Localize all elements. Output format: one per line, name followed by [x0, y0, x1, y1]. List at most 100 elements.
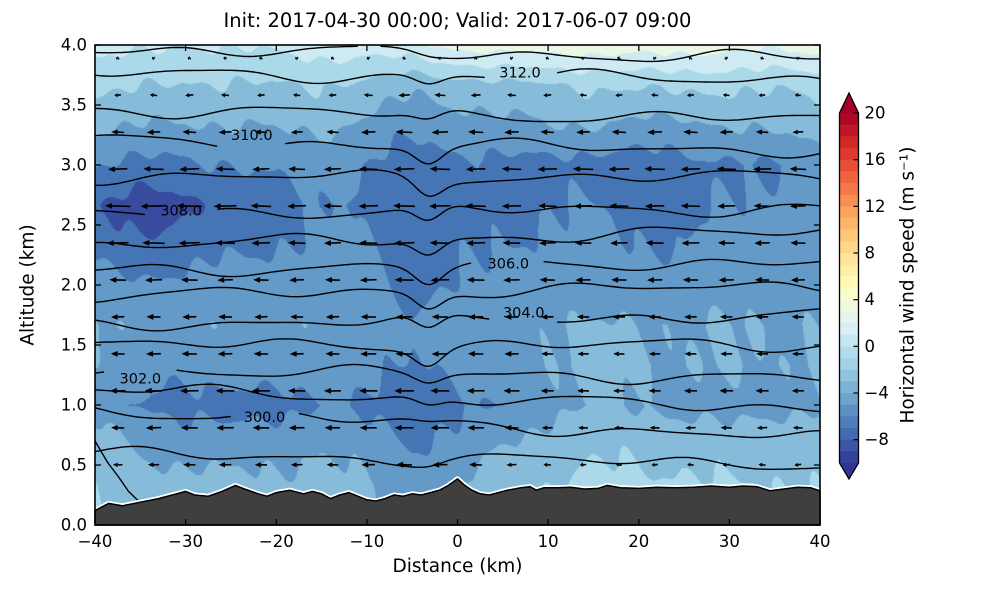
wind-arrow-head [612, 314, 619, 320]
wind-arrow-head [680, 203, 688, 209]
contour-label-302: 302.0 [120, 372, 162, 388]
wind-arrow-head [146, 314, 154, 320]
wind-arrow-head [575, 277, 583, 283]
wind-arrow-head [438, 56, 441, 61]
contour-line-306 [543, 258, 821, 271]
colorbar-tick-label: −8 [865, 430, 889, 449]
wind-arrow [797, 463, 802, 466]
wind-arrow-head [682, 277, 690, 283]
wind-arrow-head [146, 129, 154, 135]
colorbar-label: Horizontal wind speed (m s⁻¹) [897, 146, 919, 424]
wind-arrow-head [142, 240, 150, 246]
wind-arrow-head [259, 56, 262, 61]
wind-arrow-head [252, 424, 260, 431]
contour-line-302 [94, 371, 105, 374]
wind-arrow-head [254, 129, 261, 135]
wind-arrow-head [432, 461, 440, 468]
wind-arrow-head [722, 462, 727, 467]
wind-arrow-head [577, 388, 583, 394]
wind-arrow-head [615, 462, 619, 467]
wind-arrow-head [253, 350, 261, 357]
wind-arrow-head [644, 166, 652, 172]
wind-arrow-head [252, 166, 260, 173]
wind-arrow-head [465, 166, 473, 173]
wind-arrow-head [393, 166, 401, 173]
wind-arrow-head [393, 240, 401, 246]
wind-arrow-head [644, 203, 652, 210]
wind-arrow-head [543, 462, 548, 467]
wind-arrow-head [507, 93, 512, 98]
wind-arrow-head [359, 240, 367, 246]
wind-arrow-head [430, 387, 438, 394]
wind-arrow-head [755, 129, 763, 135]
wind-arrow-head [541, 351, 548, 357]
wind-arrow-head [683, 388, 691, 394]
contour-label-300: 300.0 [244, 410, 286, 426]
wind-arrow-head [545, 56, 549, 61]
wind-arrow-head [576, 129, 584, 135]
wind-arrow-head [180, 424, 188, 431]
wind-arrow-head [577, 351, 584, 357]
wind-arrow-head [685, 425, 691, 430]
wind-arrow-head [467, 350, 475, 357]
wind-arrow-head [429, 240, 437, 246]
wind-arrow-head [144, 277, 152, 283]
contour-line-298 [94, 440, 139, 502]
wind-arrow-head [680, 166, 688, 173]
wind-arrow-head [648, 351, 655, 357]
wind-arrow-head [756, 351, 762, 357]
wind-arrow-head [146, 351, 154, 357]
wind-arrow-head [613, 351, 619, 357]
contour-line-306 [94, 262, 472, 286]
wind-arrow-head [681, 240, 689, 246]
wind-arrow-head [792, 425, 798, 430]
wind-arrow-head [105, 203, 112, 209]
contour-label-308: 308.0 [160, 204, 202, 220]
wind-arrow-head [394, 424, 402, 431]
colorbar-tick-labels: 20 16 12 8 4 0 −4 −8 [865, 104, 889, 450]
wind-arrow-head [143, 166, 151, 172]
x-tick-label: −10 [349, 532, 384, 551]
colorbar-tick-label: 8 [865, 244, 876, 263]
contour-line-305 [94, 281, 821, 310]
colorbar-extend-min [839, 463, 859, 479]
wind-arrow [260, 57, 263, 60]
wind-arrow [439, 56, 442, 59]
wind-arrow-head [295, 56, 298, 61]
wind-arrow-head [687, 462, 691, 467]
wind-arrow-head [221, 93, 226, 98]
wind-arrow-head [792, 129, 798, 135]
wind-arrow-head [540, 129, 548, 135]
contour-line-312 [557, 68, 821, 83]
wind-arrow-head [223, 56, 226, 61]
wind-arrow-head [501, 203, 509, 210]
wind-arrow-head [325, 277, 333, 283]
wind-arrow-head [213, 203, 221, 210]
wind-arrow-head [469, 462, 476, 468]
y-tick-label: 1.5 [61, 336, 87, 355]
wind-arrow-head [608, 166, 616, 173]
x-tick-label: 20 [628, 532, 649, 551]
wind-arrow [332, 57, 335, 60]
y-tick-label: 2.5 [61, 216, 87, 235]
wind-arrow-head [579, 462, 584, 467]
wind-arrow-head [431, 129, 439, 136]
wind-arrow-head [610, 240, 618, 246]
contour-label-306: 306.0 [488, 256, 530, 272]
wind-arrow-head [394, 277, 402, 283]
wind-arrow-head [395, 129, 403, 135]
wind-arrow-head [394, 387, 402, 394]
colorbar-tick-label: 0 [865, 337, 876, 356]
wind-arrow-head [614, 425, 619, 430]
wind-arrow [761, 57, 764, 60]
wind-arrow-head [611, 129, 619, 135]
wind-arrow-head [752, 166, 760, 173]
contour-line-309 [95, 169, 821, 198]
wind-arrow-head [501, 166, 509, 172]
wind-arrow-head [466, 277, 474, 283]
wind-arrow-head [615, 93, 619, 98]
wind-arrow-head [254, 314, 261, 320]
wind-arrow-head [112, 462, 118, 467]
wind-arrow-head [724, 56, 728, 61]
